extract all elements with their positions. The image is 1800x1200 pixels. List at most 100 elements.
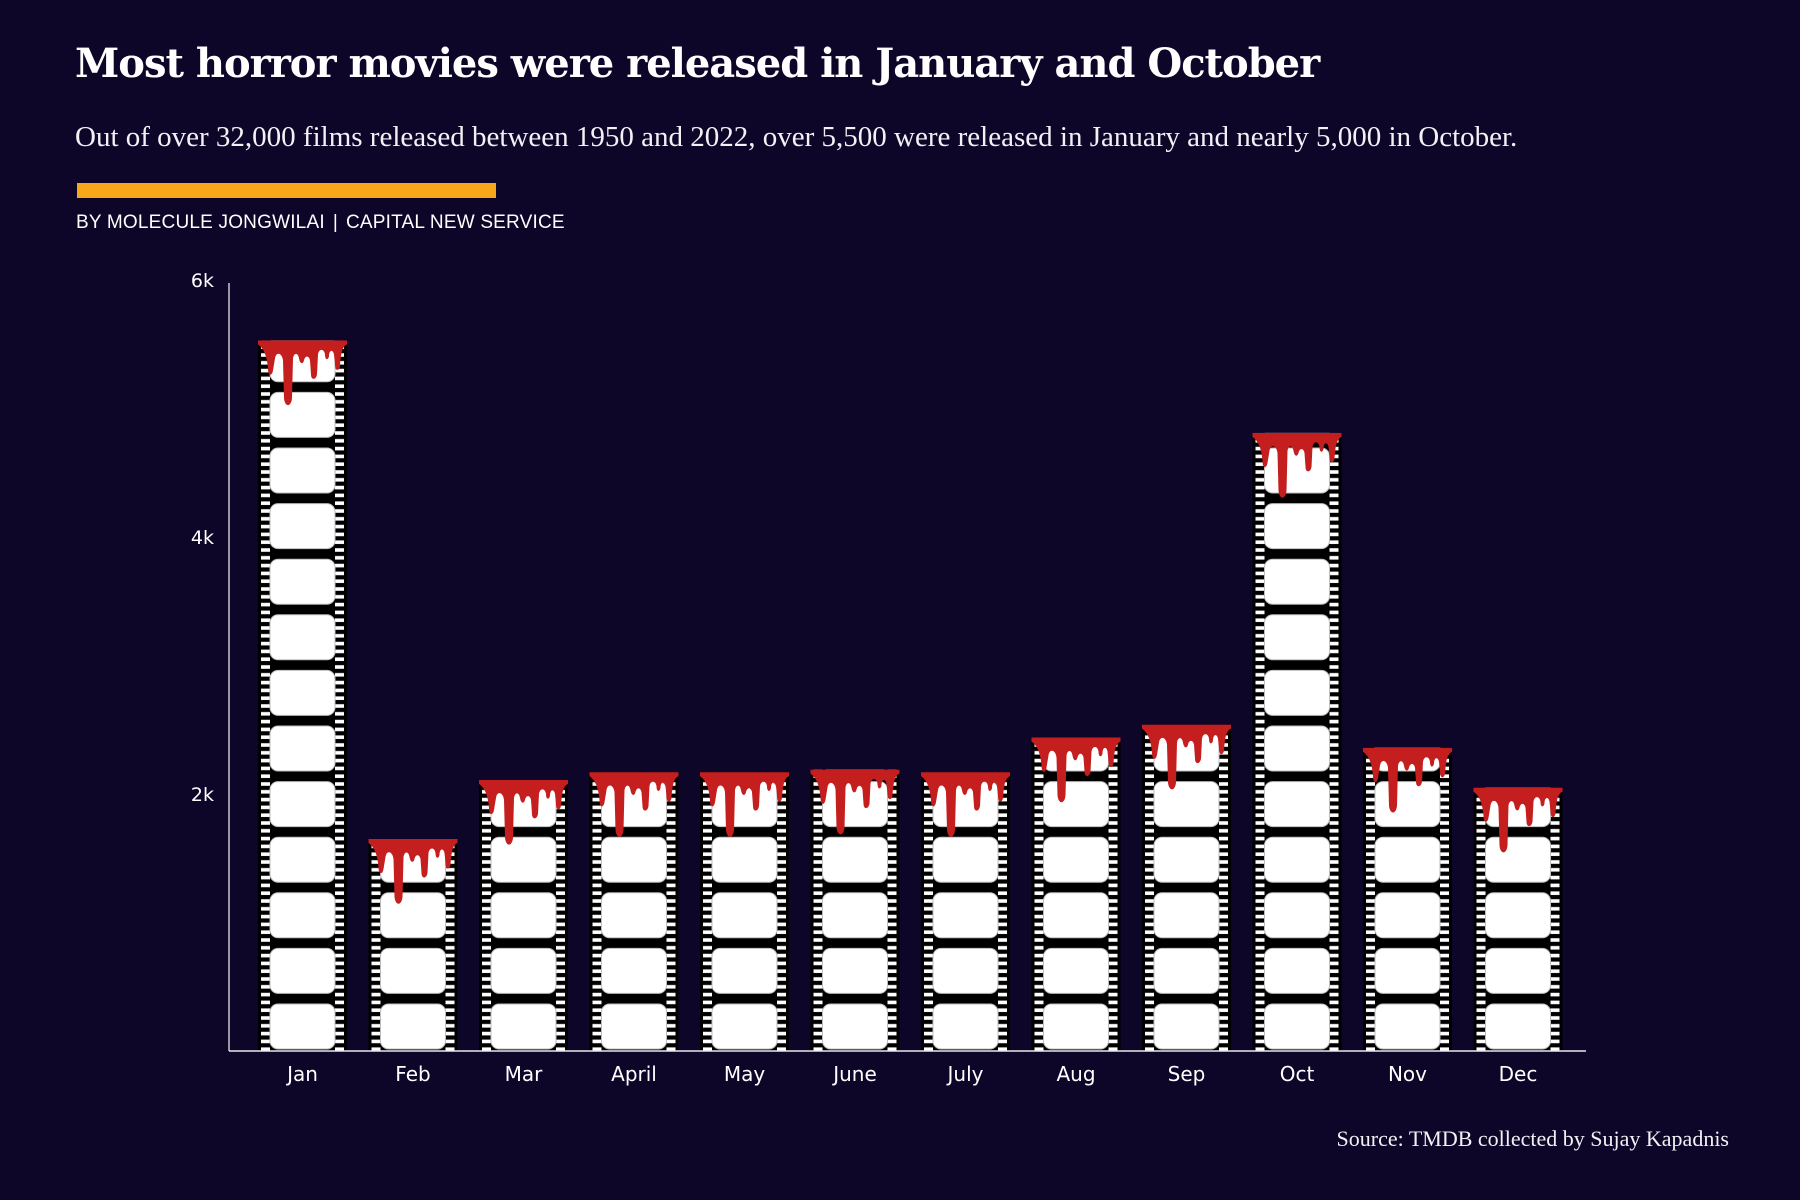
chart-subtitle: Out of over 32,000 films released betwee… [75,121,1518,153]
bar-oct [1252,432,1342,1051]
sprocket-holes-left [813,769,823,1051]
film-frame [1264,892,1330,939]
film-frame [269,1003,336,1050]
film-frame [269,725,336,772]
sprocket-holes-left [703,772,712,1051]
bars-layer [258,340,1563,1051]
film-frame [1043,1003,1109,1050]
film-frame [1264,669,1330,716]
film-frame [1485,1003,1551,1050]
bar-dec [1473,787,1563,1051]
film-frame [1043,836,1109,883]
film-frame [602,726,667,771]
film-frame [1153,947,1220,994]
accent-bar [77,183,496,198]
blood-drip [479,779,568,845]
film-frame [933,726,998,771]
x-tick-label: Mar [505,1062,544,1086]
film-frame [269,836,336,883]
bar-april [589,726,679,1051]
source-note: Source: TMDB collected by Sujay Kapadnis [1336,1126,1729,1151]
blood-drip [1473,787,1563,853]
sprocket-holes-left [1145,724,1154,1051]
film-frame [1153,892,1220,939]
film-frame [711,892,778,939]
film-frame [490,947,557,994]
film-frame [269,669,336,716]
film-frame [1043,947,1109,994]
film-frame [711,1003,778,1050]
sprocket-holes-right [556,779,565,1051]
x-tick-label: June [831,1062,877,1086]
sprocket-holes-right [666,772,676,1051]
chart-title: Most horror movies were released in Janu… [75,40,1320,87]
sprocket-holes-right [1108,737,1118,1051]
film-frame [490,1003,557,1050]
film-frame [932,892,999,939]
film-frame [601,892,667,939]
sprocket-holes-left [592,772,602,1051]
film-frame [1374,947,1441,994]
sprocket-holes-left [371,838,381,1051]
y-tick-label: 6k [191,270,214,292]
film-frame [932,947,999,994]
film-frame [1264,614,1330,661]
film-frame [1485,947,1551,994]
film-frame [269,614,336,661]
film-frame [601,947,667,994]
film-frame [1264,503,1330,550]
film-frame [601,836,667,883]
sprocket-holes-right [1440,747,1449,1051]
film-frame [380,947,446,994]
film-frame [1264,781,1330,828]
film-frame [1374,836,1441,883]
film-frame [1264,1003,1330,1050]
sprocket-holes-right [1550,787,1560,1051]
byline-author: BY MOLECULE JONGWILAI [76,212,325,233]
bar-mar [479,779,568,1051]
film-frame [269,781,336,828]
y-axis-ticks: 2k 4k 6k [191,270,214,806]
film-frame [1374,892,1441,939]
byline: BY MOLECULE JONGWILAI | CAPITAL NEW SERVIC… [76,212,565,234]
film-frame [269,558,336,605]
y-tick-label: 2k [191,784,214,806]
film-frame [269,391,336,438]
sprocket-holes-right [1219,724,1228,1051]
film-frame [932,1003,999,1050]
sprocket-holes-right [998,772,1007,1051]
blood-drip [589,772,679,837]
film-frame [1153,1003,1220,1050]
film-frame [822,892,888,939]
film-frame [1264,836,1330,883]
sprocket-holes-right [445,838,455,1051]
sprocket-holes-left [482,779,491,1051]
film-frame [1153,781,1220,828]
blood-drip [921,772,1010,837]
film-frame [1485,836,1551,883]
film-frame [1043,892,1109,939]
x-tick-label: May [724,1062,766,1086]
film-frame [1264,558,1330,605]
bar-july [921,726,1010,1051]
bar-sep [1142,724,1231,1051]
sprocket-holes-left [261,340,270,1051]
film-frame [380,1003,446,1050]
bar-may [700,772,789,1051]
film-frame [822,1003,888,1050]
x-axis-labels: Jan Feb Mar April May June July Aug Sep Oct Nov Dec [285,1062,1537,1086]
x-tick-label: April [611,1062,657,1086]
sprocket-holes-left [1034,737,1044,1051]
byline-org: CAPITAL NEW SERVICE [345,212,565,233]
film-frame [1264,947,1330,994]
x-tick-label: Feb [395,1062,430,1086]
film-frame [1485,892,1551,939]
film-frame [822,836,888,883]
x-tick-label: Dec [1499,1062,1538,1086]
sprocket-holes-left [1476,787,1486,1051]
sprocket-holes-left [1255,432,1265,1051]
y-tick-label: 4k [191,527,214,549]
bar-jan [258,340,347,1051]
blood-drip [810,769,900,835]
